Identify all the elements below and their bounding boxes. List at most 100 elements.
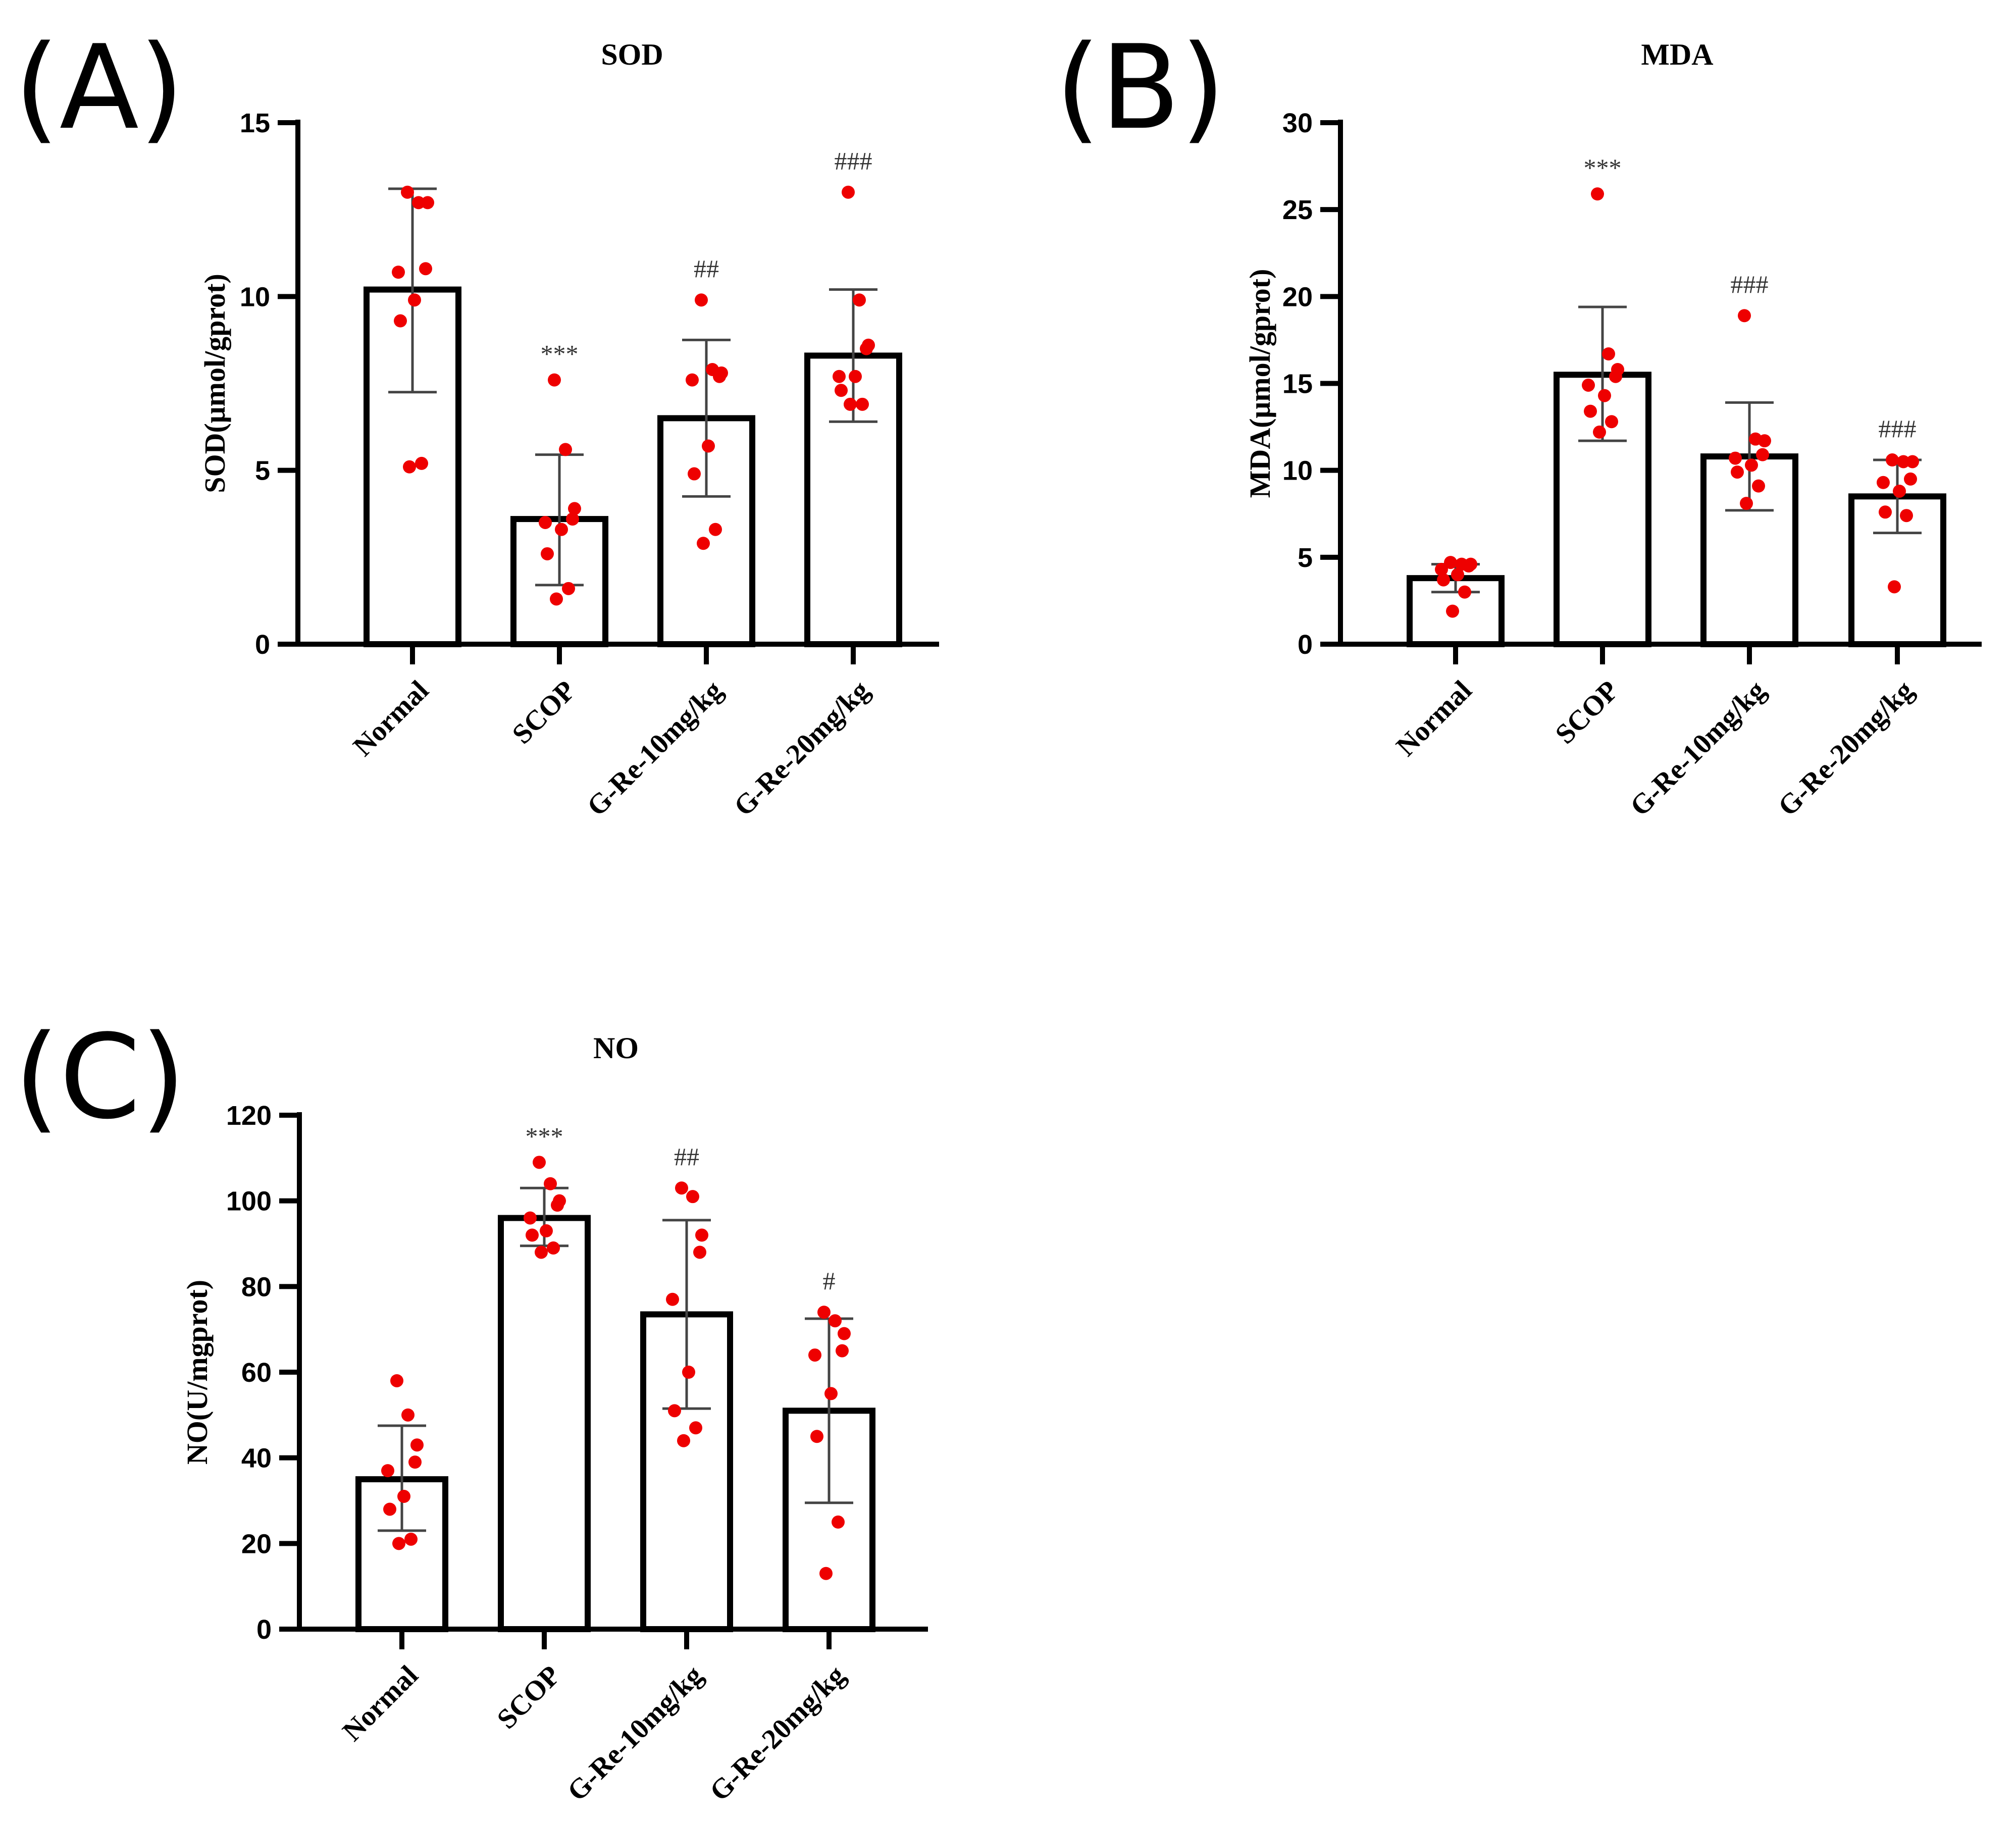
data-point xyxy=(1888,580,1901,594)
data-point xyxy=(1591,187,1604,201)
y-tick-label: 25 xyxy=(1282,195,1313,225)
x-tick-label: SCOP xyxy=(1549,674,1625,750)
data-point xyxy=(1738,309,1751,323)
data-point xyxy=(686,373,699,387)
data-point xyxy=(544,1177,557,1190)
bar-g-re-20mg-kg xyxy=(1848,493,1946,647)
data-point xyxy=(403,460,416,474)
y-tick-label: 0 xyxy=(255,630,270,660)
data-point xyxy=(1740,497,1753,510)
panel-label-a: (A) xyxy=(14,21,184,155)
data-point xyxy=(702,439,715,453)
data-point xyxy=(541,547,554,560)
data-point xyxy=(568,502,581,515)
y-tick-label: 30 xyxy=(1282,108,1313,138)
significance-marker: *** xyxy=(1584,153,1622,182)
significance-marker: *** xyxy=(526,1122,563,1150)
data-point xyxy=(1605,415,1618,429)
data-point xyxy=(697,537,710,550)
data-point xyxy=(390,1374,403,1387)
x-tick-label: G-Re-10mg/kg xyxy=(1624,674,1772,822)
data-point xyxy=(524,1211,537,1225)
y-tick-label: 100 xyxy=(226,1186,272,1217)
data-point xyxy=(709,523,722,536)
data-point xyxy=(856,397,869,411)
data-point xyxy=(397,1490,410,1503)
data-point xyxy=(1729,451,1742,465)
chart-title: NO xyxy=(593,1031,639,1065)
data-point xyxy=(1900,509,1913,523)
data-point xyxy=(688,467,701,481)
data-point xyxy=(1906,455,1919,468)
significance-marker: *** xyxy=(541,340,579,368)
data-point xyxy=(686,1190,699,1204)
data-point xyxy=(713,370,726,383)
data-point xyxy=(860,342,873,355)
data-point xyxy=(838,1327,851,1340)
data-point xyxy=(1758,434,1771,448)
data-point xyxy=(829,1314,842,1328)
data-point xyxy=(1609,370,1622,383)
data-point xyxy=(408,1455,422,1469)
data-point xyxy=(555,523,568,536)
y-tick-label: 20 xyxy=(241,1529,272,1559)
data-point xyxy=(381,1464,394,1478)
data-point xyxy=(668,1404,681,1418)
data-point xyxy=(562,582,575,595)
data-point xyxy=(849,370,862,383)
y-tick-label: 60 xyxy=(241,1358,272,1388)
data-point xyxy=(682,1366,695,1379)
data-point xyxy=(1904,472,1917,486)
y-tick-label: 10 xyxy=(240,282,270,312)
data-point xyxy=(551,1199,564,1212)
data-point xyxy=(1731,465,1744,479)
data-point xyxy=(1602,347,1615,360)
data-point xyxy=(1752,479,1765,493)
x-tick-label: G-Re-10mg/kg xyxy=(561,1659,709,1807)
data-point xyxy=(833,370,846,383)
data-point xyxy=(695,293,708,307)
chart-title: MDA xyxy=(1641,38,1713,71)
data-point xyxy=(408,293,421,307)
data-point xyxy=(1877,476,1890,489)
significance-marker: ## xyxy=(694,254,719,283)
data-point xyxy=(1897,455,1910,468)
data-point xyxy=(817,1306,831,1319)
data-point xyxy=(1582,378,1595,392)
panel-label-c: (C) xyxy=(14,1010,186,1145)
y-tick-label: 20 xyxy=(1282,282,1313,312)
y-axis-label: MDA(μmol/gprot) xyxy=(1244,269,1276,498)
data-point xyxy=(412,196,425,210)
x-tick-label: SCOP xyxy=(491,1659,566,1735)
data-point xyxy=(392,266,405,279)
y-tick-label: 40 xyxy=(241,1443,272,1474)
y-tick-label: 80 xyxy=(241,1272,272,1302)
y-tick-label: 5 xyxy=(255,456,270,486)
y-tick-label: 0 xyxy=(256,1614,272,1645)
data-point xyxy=(539,515,552,529)
panel-label-b: (B) xyxy=(1055,21,1225,155)
sod-chart: SOD SOD(μmol/gprot) 0 5 10 15 Normal *** SCOP ## G… xyxy=(198,38,939,822)
data-point xyxy=(842,185,855,199)
data-point xyxy=(1451,568,1464,582)
significance-marker: ## xyxy=(674,1142,699,1171)
data-point xyxy=(1745,458,1758,472)
x-tick-label: G-Re-20mg/kg xyxy=(728,674,875,822)
data-point xyxy=(693,1245,706,1259)
data-point xyxy=(1598,389,1611,402)
data-point xyxy=(550,592,563,606)
bar-scop xyxy=(498,1215,591,1633)
significance-marker: ### xyxy=(835,147,872,175)
significance-marker: ### xyxy=(1731,270,1769,298)
mda-chart: MDA MDA(μmol/gprot) 0 5 10 15 20 25 30 Normal *** S… xyxy=(1244,38,1982,822)
significance-marker: ### xyxy=(1879,414,1917,443)
data-point xyxy=(404,1532,418,1546)
x-tick-label: G-Re-20mg/kg xyxy=(1772,674,1920,822)
data-point xyxy=(1584,404,1597,418)
data-point xyxy=(540,1224,553,1238)
data-point xyxy=(401,185,414,199)
data-point xyxy=(1893,484,1906,498)
data-point xyxy=(1593,425,1606,439)
data-point xyxy=(808,1348,821,1362)
